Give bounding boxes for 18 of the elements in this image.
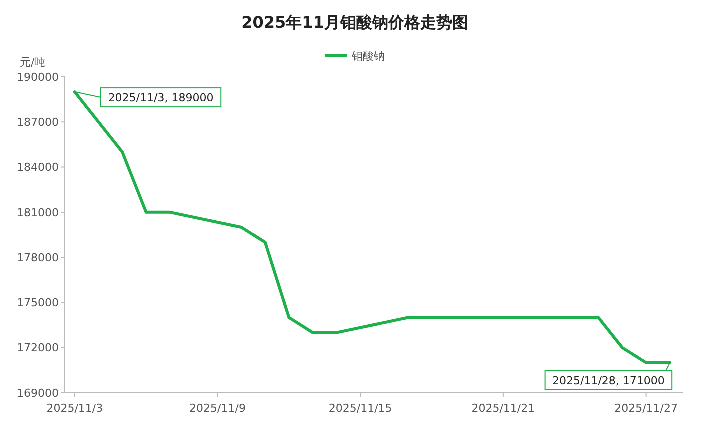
x-tick-label: 2025/11/9 [190,402,246,415]
x-tick-label: 2025/11/15 [328,402,392,415]
y-tick-label: 190000 [17,70,59,84]
y-tick-label: 172000 [17,342,59,355]
y-tick-label: 184000 [17,161,59,174]
y-tick-label: 178000 [17,251,59,264]
annotation: 2025/11/28, 171000 [552,374,665,388]
y-tick-label: 181000 [17,206,59,220]
y-tick-label: 175000 [17,296,59,310]
x-tick-label: 2025/11/3 [46,402,104,415]
legend-label: 钼酸钠 [351,50,385,63]
chart-title: 2025年11月钼酸钠价格走势图 [242,13,468,32]
x-tick-label: 2025/11/21 [472,402,536,415]
annotation: 2025/11/3, 189000 [108,91,214,104]
y-axis-title: 元/吨 [20,56,46,69]
y-tick-label: 169000 [17,386,59,400]
x-tick-label: 2025/11/27 [614,402,678,415]
y-tick-label: 187000 [17,116,59,129]
